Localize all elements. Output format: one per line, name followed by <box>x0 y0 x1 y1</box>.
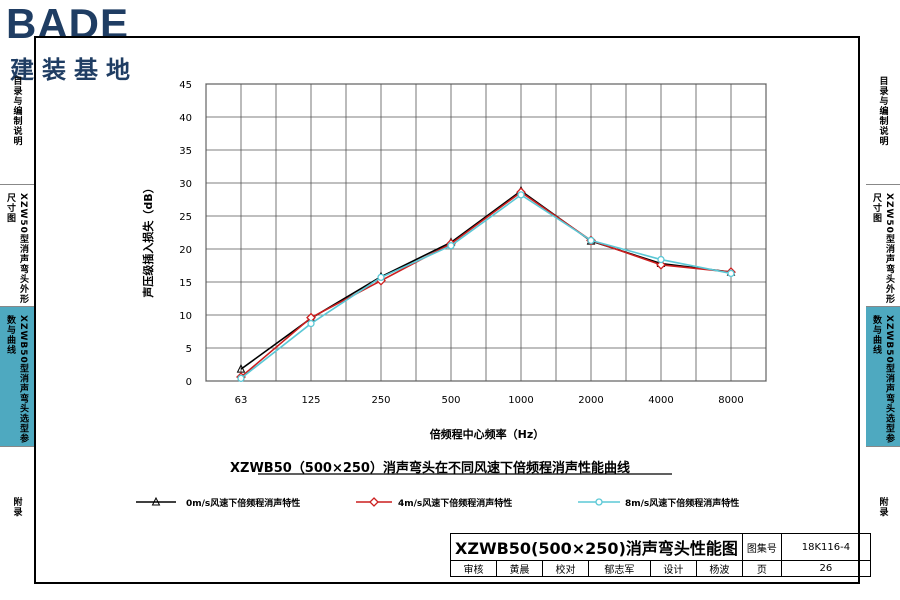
x-axis-label: 倍频程中心频率（Hz） <box>430 427 545 441</box>
left-tab-selection[interactable]: XZWB50型消声弯头选型参数与曲线 <box>0 307 34 447</box>
x-tick-label: 125 <box>301 395 320 406</box>
y-axis-label: 声压级插入损失（dB） <box>141 182 155 298</box>
review-name: 黄晨 <box>496 560 543 577</box>
design-label: 设计 <box>649 560 697 577</box>
x-tick-label: 500 <box>441 395 460 406</box>
left-tab-label: 目录与编制说明 <box>11 76 22 146</box>
data-point <box>369 497 379 507</box>
x-tick-label: 8000 <box>718 395 743 406</box>
right-tab-label: XZWB50型消声弯头选型参数与曲线 <box>871 315 894 444</box>
series-line <box>240 193 732 379</box>
y-tick-label: 35 <box>179 146 192 157</box>
x-tick-label: 2000 <box>578 395 603 406</box>
chart-series <box>236 185 736 383</box>
left-tab-label: XZW50型消声弯头外形尺寸图 <box>5 193 28 304</box>
y-tick-label: 20 <box>179 245 192 256</box>
brand-logo: BADE <box>6 0 130 47</box>
brand-logo-subtitle: 建装基地 <box>10 56 138 84</box>
data-point <box>517 191 525 199</box>
design-name: 杨波 <box>695 560 743 577</box>
legend-label-2: 8m/s风速下倍频程消声特性 <box>625 499 740 509</box>
drawing-title: XZWB50(500×250)消声弯头性能图 <box>450 533 743 561</box>
right-tab-appendix[interactable]: 附录 <box>866 447 900 584</box>
x-tick-label: 250 <box>371 395 390 406</box>
left-tab-outline[interactable]: XZW50型消声弯头外形尺寸图 <box>0 185 34 307</box>
atlas-label: 图集号 <box>741 533 782 561</box>
data-point <box>151 496 161 506</box>
review-label: 审核 <box>450 560 497 577</box>
right-tab-label: 目录与编制说明 <box>877 76 888 146</box>
data-point <box>447 242 455 250</box>
data-point <box>236 364 246 373</box>
data-point <box>377 273 385 282</box>
check-label: 校对 <box>542 560 589 577</box>
series-line <box>240 191 732 378</box>
right-tab-selection[interactable]: XZWB50型消声弯头选型参数与曲线 <box>866 307 900 447</box>
data-point <box>656 259 666 270</box>
y-tick-label: 0 <box>186 377 192 388</box>
data-point <box>587 236 595 245</box>
chart-legend <box>136 496 620 507</box>
right-tab-contents[interactable]: 目录与编制说明 <box>866 36 900 185</box>
legend-label-1: 4m/s风速下倍频程消声特性 <box>398 499 513 509</box>
right-tab-outline[interactable]: XZW50型消声弯头外形尺寸图 <box>866 185 900 307</box>
y-tick-label: 10 <box>179 311 192 322</box>
left-tab-appendix[interactable]: 附录 <box>0 447 34 584</box>
atlas-number: 18K116-4 <box>780 533 871 561</box>
chart-axes: 0 5 10 15 20 25 30 35 40 45 63 125 250 500 1000 2000 400… <box>179 80 744 475</box>
y-tick-label: 15 <box>179 278 192 289</box>
chart-grid <box>205 83 767 382</box>
data-point <box>595 498 603 506</box>
left-tab-label: 附录 <box>11 497 22 517</box>
data-point <box>307 319 315 328</box>
x-tick-label: 63 <box>235 395 248 406</box>
left-tab-label: XZWB50型消声弯头选型参数与曲线 <box>5 315 28 444</box>
data-point <box>237 374 245 383</box>
y-tick-label: 5 <box>186 344 192 355</box>
y-tick-label: 45 <box>179 80 192 91</box>
title-block: XZWB50(500×250)消声弯头性能图 图集号 18K116-4 审核 黄… <box>450 533 871 577</box>
y-tick-label: 30 <box>179 179 192 190</box>
x-tick-label: 4000 <box>648 395 673 406</box>
legend-label-0: 0m/s风速下倍频程消声特性 <box>186 499 301 509</box>
drawing-frame <box>34 36 860 584</box>
chart-title: XZWB50（500×250）消声弯头在不同风速下倍频程消声性能曲线 <box>230 461 630 476</box>
check-name: 郁志军 <box>588 560 651 577</box>
left-tab-contents[interactable]: 目录与编制说明 <box>0 68 34 185</box>
page-label: 页 <box>741 560 782 577</box>
x-tick-label: 1000 <box>508 395 533 406</box>
page-number: 26 <box>780 560 871 577</box>
y-tick-label: 40 <box>179 113 192 124</box>
data-point <box>727 269 735 278</box>
right-tab-label: XZW50型消声弯头外形尺寸图 <box>871 193 894 304</box>
data-point <box>657 255 665 264</box>
y-tick-label: 25 <box>179 212 192 223</box>
right-tab-label: 附录 <box>877 497 888 517</box>
